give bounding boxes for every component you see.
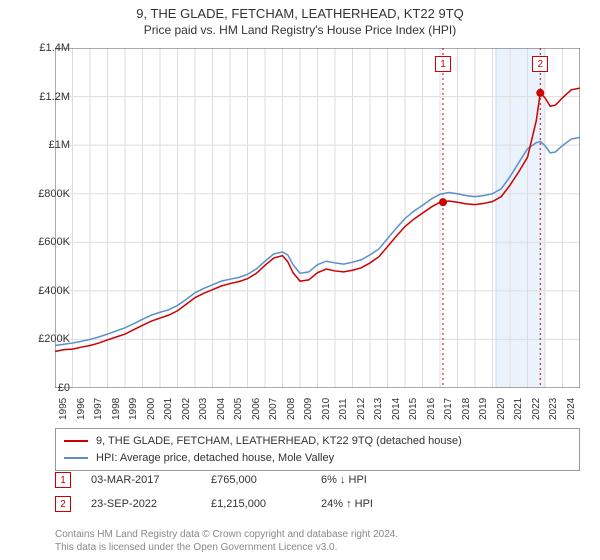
sale-1-delta: 6% ↓ HPI (321, 474, 367, 486)
sale-row-1: 1 03-MAR-2017 £765,000 6% ↓ HPI (55, 472, 367, 488)
x-tick-label: 2011 (338, 398, 349, 420)
legend-row-property: 9, THE GLADE, FETCHAM, LEATHERHEAD, KT22… (64, 433, 571, 450)
x-tick-label: 2016 (426, 398, 437, 420)
sale-marker-1: 1 (55, 472, 71, 488)
x-tick-label: 2007 (268, 398, 279, 420)
x-tick-label: 2004 (216, 398, 227, 420)
x-tick-label: 2019 (478, 398, 489, 420)
x-tick-label: 1999 (128, 398, 139, 420)
y-tick-label: £0 (20, 382, 70, 394)
x-tick-label: 2020 (496, 398, 507, 420)
chart-svg (55, 48, 580, 388)
x-tick-label: 2006 (251, 398, 262, 420)
sale-1-price: £765,000 (211, 474, 301, 486)
x-tick-label: 2013 (373, 398, 384, 420)
x-tick-label: 2000 (146, 398, 157, 420)
sale-1-date: 03-MAR-2017 (91, 474, 191, 486)
x-tick-label: 2017 (443, 398, 454, 420)
legend-row-hpi: HPI: Average price, detached house, Mole… (64, 450, 571, 467)
sale-marker-2-number: 2 (60, 499, 66, 510)
legend-box: 9, THE GLADE, FETCHAM, LEATHERHEAD, KT22… (55, 428, 580, 471)
sale-2-delta: 24% ↑ HPI (321, 498, 373, 510)
x-tick-label: 1996 (76, 398, 87, 420)
legend-swatch-hpi (64, 457, 88, 459)
x-tick-label: 1997 (93, 398, 104, 420)
x-tick-label: 2002 (181, 398, 192, 420)
x-tick-label: 2005 (233, 398, 244, 420)
chart-sale-label: 1 (435, 56, 451, 72)
y-tick-label: £1.4M (20, 42, 70, 54)
sale-marker-1-number: 1 (60, 475, 66, 486)
license-text: Contains HM Land Registry data © Crown c… (55, 528, 398, 554)
y-tick-label: £800K (20, 188, 70, 200)
x-tick-label: 2003 (198, 398, 209, 420)
y-tick-label: £200K (20, 333, 70, 345)
x-tick-label: 2024 (566, 398, 577, 420)
legend-text-hpi: HPI: Average price, detached house, Mole… (96, 450, 334, 467)
chart-subtitle: Price paid vs. HM Land Registry's House … (0, 21, 600, 41)
license-line-2: This data is licensed under the Open Gov… (55, 541, 398, 554)
y-tick-label: £600K (20, 236, 70, 248)
x-tick-label: 2012 (356, 398, 367, 420)
legend-text-property: 9, THE GLADE, FETCHAM, LEATHERHEAD, KT22… (96, 433, 462, 450)
chart-container: 9, THE GLADE, FETCHAM, LEATHERHEAD, KT22… (0, 0, 600, 560)
x-tick-label: 1995 (58, 398, 69, 420)
chart-plot-area (55, 48, 580, 388)
sale-2-price: £1,215,000 (211, 498, 301, 510)
sale-row-2: 2 23-SEP-2022 £1,215,000 24% ↑ HPI (55, 496, 373, 512)
x-tick-label: 2018 (461, 398, 472, 420)
legend-swatch-property (64, 440, 88, 442)
x-tick-label: 2001 (163, 398, 174, 420)
y-tick-label: £1.2M (20, 91, 70, 103)
sale-2-date: 23-SEP-2022 (91, 498, 191, 510)
x-tick-label: 2015 (408, 398, 419, 420)
sale-marker-2: 2 (55, 496, 71, 512)
x-tick-label: 1998 (111, 398, 122, 420)
x-tick-label: 2022 (531, 398, 542, 420)
x-tick-label: 2009 (303, 398, 314, 420)
x-tick-label: 2021 (513, 398, 524, 420)
license-line-1: Contains HM Land Registry data © Crown c… (55, 528, 398, 541)
y-tick-label: £1M (20, 139, 70, 151)
chart-title: 9, THE GLADE, FETCHAM, LEATHERHEAD, KT22… (0, 0, 600, 21)
y-tick-label: £400K (20, 285, 70, 297)
x-tick-label: 2023 (548, 398, 559, 420)
x-tick-label: 2008 (286, 398, 297, 420)
x-tick-label: 2014 (391, 398, 402, 420)
x-tick-label: 2010 (321, 398, 332, 420)
chart-sale-label: 2 (532, 56, 548, 72)
